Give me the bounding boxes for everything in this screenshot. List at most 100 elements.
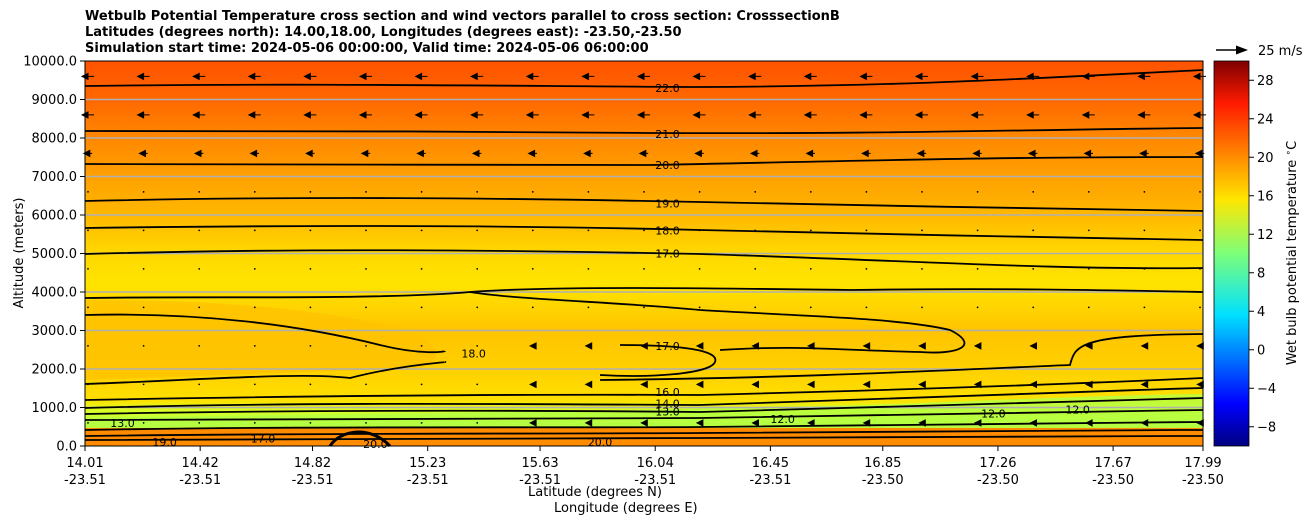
wind-vector xyxy=(972,149,982,158)
y-tick-label: 0.0 xyxy=(56,440,77,455)
x-tick-label-lat: 16.04 xyxy=(637,456,674,471)
x-tick-label-lon: -23.51 xyxy=(179,473,221,488)
wind-vector xyxy=(809,191,812,193)
wind-vector xyxy=(809,229,812,232)
wind-vector xyxy=(638,149,649,158)
chart-title-line-1: Wetbulb Potential Temperature cross sect… xyxy=(85,9,840,24)
wind-vector xyxy=(1137,111,1151,119)
wind-vector xyxy=(471,149,482,158)
wind-vector xyxy=(142,422,145,424)
wind-vector xyxy=(1199,268,1201,270)
wind-vector xyxy=(914,111,928,119)
wind-vector xyxy=(365,191,367,193)
wind-vector xyxy=(531,229,534,232)
x-tick-label-lon: -23.51 xyxy=(634,473,676,488)
wind-vector xyxy=(420,268,423,270)
wind-vector xyxy=(309,383,312,386)
y-tick-label: 4000.0 xyxy=(32,286,78,301)
contour-label: 17.0 xyxy=(655,340,680,353)
x-tick-label-lat: 14.42 xyxy=(182,456,219,471)
wind-vector xyxy=(643,229,645,232)
wind-vector xyxy=(584,342,593,350)
wind-vector xyxy=(470,72,484,81)
wind-vector xyxy=(1140,419,1149,427)
x-tick-label-lat: 14.01 xyxy=(66,456,103,471)
wind-vector xyxy=(1087,306,1090,309)
colorbar-tick-label: −4 xyxy=(1257,382,1276,397)
colorbar xyxy=(1213,60,1250,447)
contour-label: 17.0 xyxy=(251,432,276,445)
wind-vector xyxy=(420,345,423,347)
contour-18-lower xyxy=(84,313,446,354)
contour-16 xyxy=(84,333,1204,385)
wind-vector xyxy=(751,380,759,389)
contour-label: 17.0 xyxy=(655,248,680,261)
wind-vector xyxy=(198,345,201,347)
wind-vector xyxy=(136,72,150,81)
wind-vector xyxy=(82,149,93,158)
wind-vector xyxy=(1032,191,1035,193)
wind-vector xyxy=(365,383,367,386)
wind-vector xyxy=(1032,229,1035,232)
wind-vector xyxy=(1026,111,1040,119)
contour-label: 19.0 xyxy=(152,436,177,449)
wind-vector xyxy=(862,419,871,427)
x-tick-label-lon: -23.50 xyxy=(1092,473,1134,488)
wind-vector xyxy=(695,380,704,389)
wind-vector xyxy=(253,383,256,386)
contour-label: 16.0 xyxy=(655,386,680,399)
wind-vector xyxy=(309,345,312,347)
wind-vector xyxy=(198,383,201,386)
y-tick-label: 9000.0 xyxy=(32,93,78,108)
wind-vector xyxy=(859,111,873,119)
colorbar-tick-label: 4 xyxy=(1257,305,1265,320)
contour-label: 18.0 xyxy=(655,224,680,237)
wind-vector xyxy=(476,229,479,232)
wind-vector xyxy=(692,111,706,119)
wind-vector xyxy=(1199,229,1201,232)
contour-label: 20.0 xyxy=(588,436,613,449)
x-tick-label-lat: 15.63 xyxy=(521,456,558,471)
contour-bump xyxy=(328,430,392,448)
wind-vector xyxy=(303,72,317,81)
wind-vector xyxy=(916,149,927,158)
wind-vector xyxy=(803,72,817,81)
wind-vector xyxy=(309,191,312,193)
wind-vector xyxy=(420,306,423,309)
contour-14 xyxy=(84,387,1204,409)
wind-key: 25 m/s xyxy=(1216,44,1303,59)
colorbar-ticks: 28 24 20 16 12 8 4 0 −4 −8 xyxy=(1249,74,1276,435)
wind-vector xyxy=(806,380,815,389)
y-tick-label: 5000.0 xyxy=(32,247,78,262)
wind-vector xyxy=(192,111,206,119)
wind-vector xyxy=(198,422,201,424)
wind-vector xyxy=(973,380,982,389)
wind-vector xyxy=(698,229,701,232)
wind-vector xyxy=(587,268,590,270)
x-tick-label-lon: -23.51 xyxy=(407,473,449,488)
wind-vector xyxy=(365,229,367,232)
wind-vector xyxy=(640,342,648,350)
wind-vector xyxy=(698,306,701,309)
wind-vector xyxy=(754,191,757,193)
wind-vector xyxy=(914,72,928,81)
wind-vector xyxy=(806,419,815,427)
wind-vector xyxy=(193,149,204,158)
wind-vector xyxy=(976,268,979,270)
y-tick-label: 3000.0 xyxy=(32,324,78,339)
wind-vector xyxy=(198,229,201,232)
colorbar-tick-label: 28 xyxy=(1257,74,1274,89)
wind-vector xyxy=(87,422,89,424)
wind-vector xyxy=(640,380,648,389)
wind-vector xyxy=(476,422,479,424)
contour-label: 22.0 xyxy=(655,82,680,95)
contour-21 xyxy=(84,127,1204,135)
wind-vector xyxy=(525,72,539,81)
wind-vector xyxy=(303,111,317,119)
contour-20 xyxy=(84,156,1204,167)
contour-17-mid xyxy=(599,344,717,377)
colorbar-tick-label: 8 xyxy=(1257,266,1265,281)
contour-18-inner xyxy=(84,291,966,354)
warm-region xyxy=(85,300,437,380)
wind-vector xyxy=(859,72,873,81)
